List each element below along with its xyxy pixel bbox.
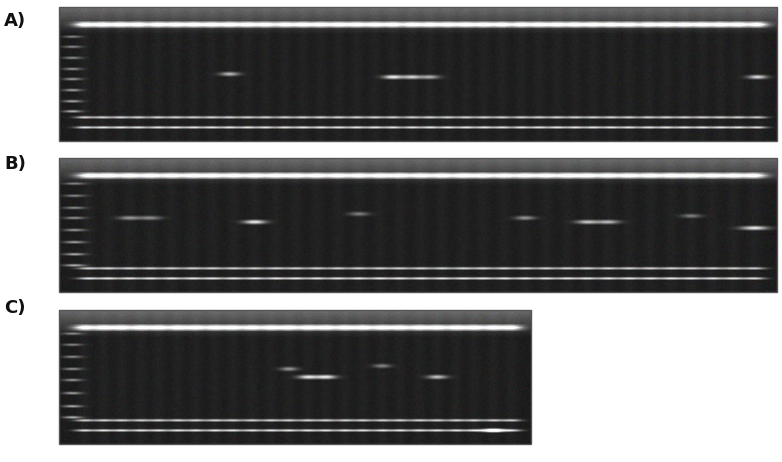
Text: A): A) (4, 12, 26, 30)
Text: B): B) (4, 155, 26, 173)
Bar (59, 7, 777, 141)
Bar (59, 310, 531, 444)
Text: C): C) (4, 299, 25, 317)
Bar (59, 158, 777, 292)
